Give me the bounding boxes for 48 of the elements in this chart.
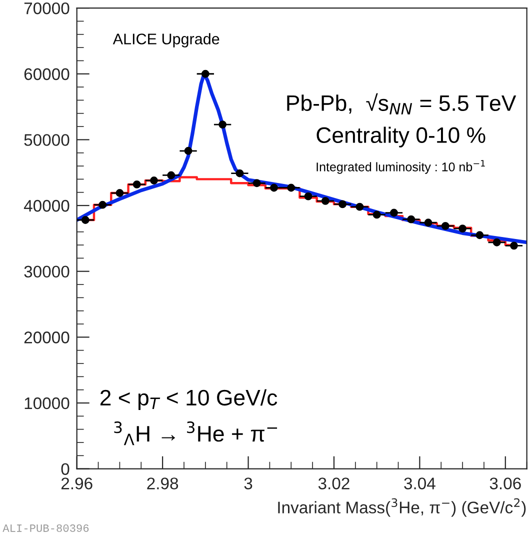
x-tick-label: 3 <box>244 478 252 490</box>
y-tick-label: 0 <box>61 463 70 476</box>
point <box>458 224 466 233</box>
point <box>81 216 90 224</box>
point <box>304 192 312 200</box>
point <box>390 208 398 217</box>
y-tick-label: 40000 <box>24 200 70 212</box>
annotation: $^{3}$$_{Λ}$H → $^{3}$He + π$^{−}$ <box>114 421 278 446</box>
point <box>132 180 141 188</box>
point <box>270 184 278 192</box>
point <box>372 210 381 219</box>
y-tick-label: 10000 <box>24 397 70 410</box>
point <box>116 189 124 197</box>
annotation: Centrality 0-10 % <box>316 126 486 148</box>
point <box>287 184 296 192</box>
point <box>98 200 107 209</box>
annotation: ALICE Upgrade <box>112 33 220 48</box>
x-tick-label: 3.02 <box>318 478 350 490</box>
point <box>356 202 364 211</box>
y-tick-label: 30000 <box>24 266 70 278</box>
x-tick-label: 3.06 <box>490 478 521 490</box>
x-tick-label: 2.96 <box>61 478 92 490</box>
text: ALI-PUB-80396 <box>2 524 89 532</box>
x-axis-title: Invariant Mass($^{3}$He, π$^{−}$) (GeV/c$^{2}$) <box>278 498 526 517</box>
point <box>201 70 210 78</box>
y-tick-label: 50000 <box>24 134 70 146</box>
x-tick-label: 2.98 <box>147 478 178 490</box>
point <box>150 176 158 184</box>
point <box>424 218 432 227</box>
point <box>407 215 416 224</box>
point <box>441 222 450 230</box>
point <box>236 169 244 178</box>
x-tick-label: 3.04 <box>404 478 436 490</box>
y-tick-label: 70000 <box>24 2 70 14</box>
annotation: Pb-Pb, √s$_{NN}$ = 5.5 TeV <box>287 93 516 114</box>
point <box>476 231 484 240</box>
y-tick-label: 60000 <box>24 68 70 80</box>
point <box>252 179 261 188</box>
point <box>184 146 192 155</box>
annotation: 2 < p$_{T}$ < 10 GeV/c <box>100 389 278 410</box>
y-tick-label: 20000 <box>24 332 70 344</box>
point <box>492 238 501 246</box>
point <box>338 200 346 208</box>
annotation: Integrated luminosity : 10 nb$^{−1}$ <box>316 160 485 174</box>
point <box>510 242 518 250</box>
point <box>321 196 330 205</box>
point <box>218 120 227 129</box>
point <box>167 171 176 180</box>
